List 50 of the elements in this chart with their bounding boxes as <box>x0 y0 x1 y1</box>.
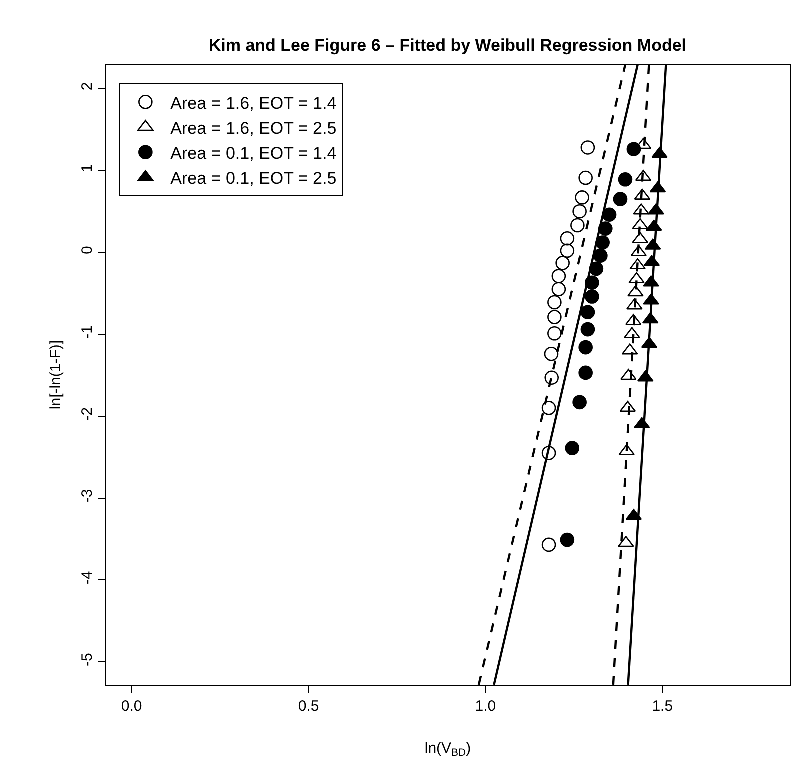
legend-label: Area = 1.6, EOT = 1.4 <box>170 94 337 113</box>
point <box>560 231 575 246</box>
y-tick-label: 1 <box>79 164 96 173</box>
point <box>548 326 562 341</box>
point <box>548 310 562 324</box>
point <box>544 346 559 362</box>
y-tick-label: -2 <box>79 407 96 421</box>
chart-title: Kim and Lee Figure 6 – Fitted by Weibull Regression Model <box>208 36 687 55</box>
point <box>602 208 617 222</box>
legend-label: Area = 1.6, EOT = 2.5 <box>170 118 337 138</box>
y-tick-label: 0 <box>79 246 96 254</box>
point <box>552 282 566 297</box>
x-tick-label: 1.5 <box>652 698 674 715</box>
point <box>585 290 600 304</box>
point <box>544 370 560 386</box>
y-tick-label: -3 <box>79 489 96 503</box>
y-tick-label: 2 <box>79 82 96 91</box>
point <box>542 538 556 552</box>
point <box>572 204 587 219</box>
point <box>572 395 587 410</box>
point <box>560 532 575 548</box>
x-axis-title: ln(V$_{BD}$) <box>424 740 472 760</box>
point <box>552 269 566 284</box>
point <box>542 446 556 460</box>
point <box>542 401 556 416</box>
point <box>618 172 633 187</box>
y-tick-label: -4 <box>79 571 96 585</box>
point <box>565 441 580 456</box>
x-tick-label: 0.0 <box>121 698 142 715</box>
point <box>578 170 593 186</box>
point <box>580 322 596 337</box>
point <box>570 218 585 233</box>
point <box>580 140 596 155</box>
point <box>556 256 570 270</box>
point <box>580 305 596 320</box>
point <box>560 244 575 258</box>
legend-label: Area = 0.1, EOT = 2.5 <box>170 169 337 188</box>
point <box>578 366 593 380</box>
point <box>594 248 608 263</box>
point <box>548 295 562 310</box>
point <box>575 190 590 205</box>
point <box>626 142 642 157</box>
x-tick-label: 0.5 <box>298 698 320 715</box>
y-tick-label: -5 <box>79 653 96 666</box>
y-tick-label: -1 <box>79 326 96 339</box>
point <box>578 340 593 355</box>
x-tick-label: 1.0 <box>475 698 496 715</box>
y-axis-title: ln[-ln(1-F)] <box>47 340 64 410</box>
point <box>613 192 628 206</box>
legend-label: Area = 0.1, EOT = 1.4 <box>170 144 337 163</box>
